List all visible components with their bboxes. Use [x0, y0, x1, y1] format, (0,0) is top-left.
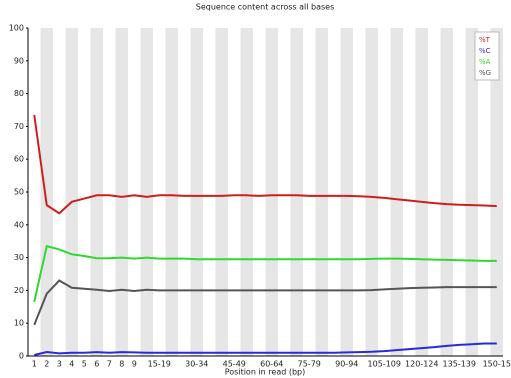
x-tick-label: 9	[132, 360, 137, 369]
stripe	[165, 28, 178, 356]
stripe	[190, 28, 203, 356]
y-tick-label: 40	[14, 220, 24, 229]
series-line	[33, 114, 497, 215]
stripe	[40, 28, 53, 356]
legend-entry: %C	[479, 47, 491, 55]
legend-entry: %A	[479, 58, 491, 66]
y-tick-label: 0	[19, 352, 24, 361]
series-line	[33, 244, 497, 303]
stripe	[65, 28, 78, 356]
x-tick-label: 45-49	[223, 360, 246, 369]
x-tick-label: 3	[57, 360, 62, 369]
x-tick-label: 135-139	[443, 360, 476, 369]
stripe	[90, 28, 103, 356]
x-tick-label: 75-79	[298, 360, 321, 369]
x-tick-label: 8	[119, 360, 124, 369]
legend-entry: %G	[479, 69, 491, 77]
stripe	[240, 28, 253, 356]
x-tick-label: 15-19	[148, 360, 171, 369]
x-tick-label: 4	[69, 360, 74, 369]
stripe	[465, 28, 478, 356]
series-line	[33, 279, 497, 326]
x-tick-label: 5	[82, 360, 87, 369]
y-tick-label: 80	[14, 89, 24, 98]
stripe	[115, 28, 128, 356]
x-tick-label: 7	[107, 360, 112, 369]
x-tick-label: 6	[94, 360, 99, 369]
x-tick-label: 150-15	[483, 360, 511, 369]
series-line	[34, 342, 497, 356]
y-tick-label: 100	[9, 24, 24, 33]
chart-title: Sequence content across all bases	[196, 3, 335, 12]
x-tick-label: 2	[44, 360, 49, 369]
stripe	[490, 28, 503, 356]
stripe	[315, 28, 328, 356]
y-tick-label: 30	[14, 253, 24, 262]
y-tick-label: 10	[14, 319, 24, 328]
x-axis-label: Position in read (bp)	[225, 368, 305, 377]
x-tick-label: 90-94	[335, 360, 358, 369]
stripe	[215, 28, 228, 356]
x-tick-label: 60-64	[260, 360, 283, 369]
stripe	[390, 28, 403, 356]
y-tick-label: 50	[14, 188, 24, 197]
x-tick-label: 105-109	[368, 360, 401, 369]
stripe	[265, 28, 278, 356]
legend-entry: %T	[479, 36, 491, 44]
stripe	[140, 28, 153, 356]
stripe	[365, 28, 378, 356]
stripe	[340, 28, 353, 356]
stripe	[415, 28, 428, 356]
y-tick-label: 20	[14, 286, 24, 295]
x-tick-label: 30-34	[185, 360, 208, 369]
x-tick-label: 120-124	[405, 360, 438, 369]
legend-box	[474, 31, 500, 81]
y-tick-label: 60	[14, 155, 24, 164]
x-tick-label: 1	[32, 360, 37, 369]
y-tick-label: 70	[14, 122, 24, 131]
y-tick-label: 90	[14, 56, 24, 65]
stripe	[440, 28, 453, 356]
stripe	[290, 28, 303, 356]
